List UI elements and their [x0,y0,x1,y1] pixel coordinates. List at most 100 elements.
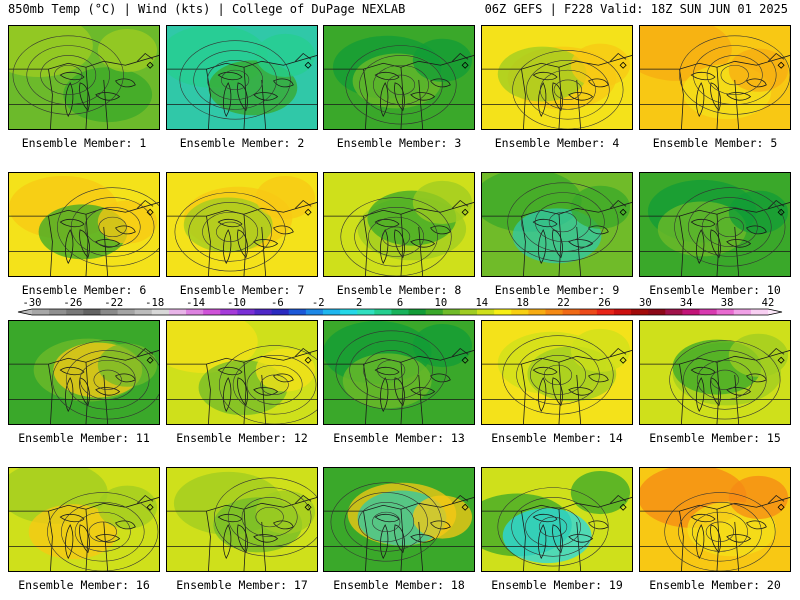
temperature-colorbar [17,308,783,316]
ensemble-member-label: Ensemble Member: 5 [652,136,778,150]
ensemble-map [166,467,318,572]
colorbar-bin [391,309,410,315]
ensemble-member-label: Ensemble Member: 7 [179,283,305,297]
colorbar-bin [151,309,170,315]
ensemble-map [639,320,791,425]
ensemble-map [481,172,633,277]
ensemble-map [166,25,318,130]
ensemble-member-label: Ensemble Member: 18 [333,578,465,592]
ensemble-map [323,467,475,572]
colorbar-bin [186,309,204,315]
colorbar-bin [83,309,101,315]
colorbar-bin [220,309,238,315]
ensemble-member-label: Ensemble Member: 15 [649,431,781,445]
ensemble-member-label: Ensemble Member: 3 [336,136,462,150]
ensemble-map [481,320,633,425]
colorbar-bin [442,309,461,315]
colorbar-tick-label: 34 [679,297,693,309]
colorbar-bin [716,309,735,315]
colorbar-bin [288,309,307,315]
colorbar-tick-label: -14 [186,297,206,309]
colorbar-bin [631,309,649,315]
ensemble-map [323,320,475,425]
colorbar-tick-label: 14 [475,297,489,309]
colorbar-tick-label: 6 [396,297,404,309]
ensemble-map [639,467,791,572]
colorbar-tick-label: 30 [639,297,652,309]
ensemble-map [639,25,791,130]
colorbar-tick-label: 26 [598,297,611,309]
ensemble-member-label: Ensemble Member: 19 [491,578,623,592]
colorbar-tick-label: 22 [557,297,570,309]
ensemble-map [8,467,160,572]
colorbar-bin [613,309,632,315]
colorbar-bin [134,309,153,315]
colorbar-bin [511,309,529,315]
colorbar-bin [425,309,444,315]
ensemble-member-label: Ensemble Member: 4 [494,136,620,150]
colorbar-bin [203,309,221,315]
colorbar-bin [733,309,752,315]
ensemble-member-label: Ensemble Member: 6 [21,283,147,297]
ensemble-member-label: Ensemble Member: 14 [491,431,623,445]
ensemble-map [323,25,475,130]
ensemble-map [639,172,791,277]
ensemble-member-label: Ensemble Member: 9 [494,283,620,297]
ensemble-map [8,25,160,130]
colorbar-tick-label: 18 [516,297,529,309]
ensemble-map [166,320,318,425]
colorbar-bin [237,309,256,315]
colorbar-bin [357,309,375,315]
colorbar-bin [596,309,615,315]
colorbar-bin [117,309,136,315]
ensemble-map [8,320,160,425]
ensemble-map [8,172,160,277]
ensemble-member-label: Ensemble Member: 17 [176,578,308,592]
ensemble-member-label: Ensemble Member: 16 [18,578,150,592]
ensemble-member-label: Ensemble Member: 1 [21,136,147,150]
ensemble-map [481,25,633,130]
colorbar-bin [528,309,546,315]
colorbar-tick-label: 42 [761,297,775,309]
colorbar-bin [408,309,427,315]
ensemble-member-label: Ensemble Member: 10 [649,283,781,297]
colorbar-bin [49,309,67,315]
map-title: 850mb Temp (°C) | Wind (kts) | College o… [8,2,406,16]
colorbar-bin [322,309,341,315]
colorbar-bin [66,309,84,315]
colorbar-tick-label: -10 [226,297,246,309]
colorbar-bin [699,309,718,315]
colorbar-bin [340,309,358,315]
ensemble-member-label: Ensemble Member: 8 [336,283,462,297]
colorbar-bin [32,309,50,315]
colorbar-tick-label: 38 [720,297,734,309]
colorbar-bin [477,309,495,315]
colorbar-tick-label: -6 [271,297,284,309]
colorbar-bin [168,309,187,315]
colorbar-bin [254,309,273,315]
ensemble-map [166,172,318,277]
colorbar-bin [750,309,769,315]
colorbar-bin [665,309,683,315]
colorbar-bin [545,309,564,315]
colorbar-tick-label: 2 [355,297,363,309]
colorbar-bin [562,309,581,315]
ensemble-member-label: Ensemble Member: 2 [179,136,305,150]
colorbar-tick-label: -18 [145,297,165,309]
colorbar-tick-label: -26 [63,297,83,309]
ensemble-member-label: Ensemble Member: 13 [333,431,465,445]
colorbar-bin [494,309,512,315]
colorbar-bin [100,309,119,315]
colorbar-tick-label: 10 [434,297,448,309]
colorbar-bin [579,309,598,315]
colorbar-bin [305,309,324,315]
ensemble-map [323,172,475,277]
colorbar-bin [374,309,392,315]
colorbar-bin [271,309,290,315]
colorbar-bin [648,309,666,315]
colorbar-bin [682,309,701,315]
colorbar-tick-label: -2 [311,297,325,309]
ensemble-member-label: Ensemble Member: 11 [18,431,150,445]
colorbar-tick-label: -30 [22,297,42,309]
ensemble-map [481,467,633,572]
